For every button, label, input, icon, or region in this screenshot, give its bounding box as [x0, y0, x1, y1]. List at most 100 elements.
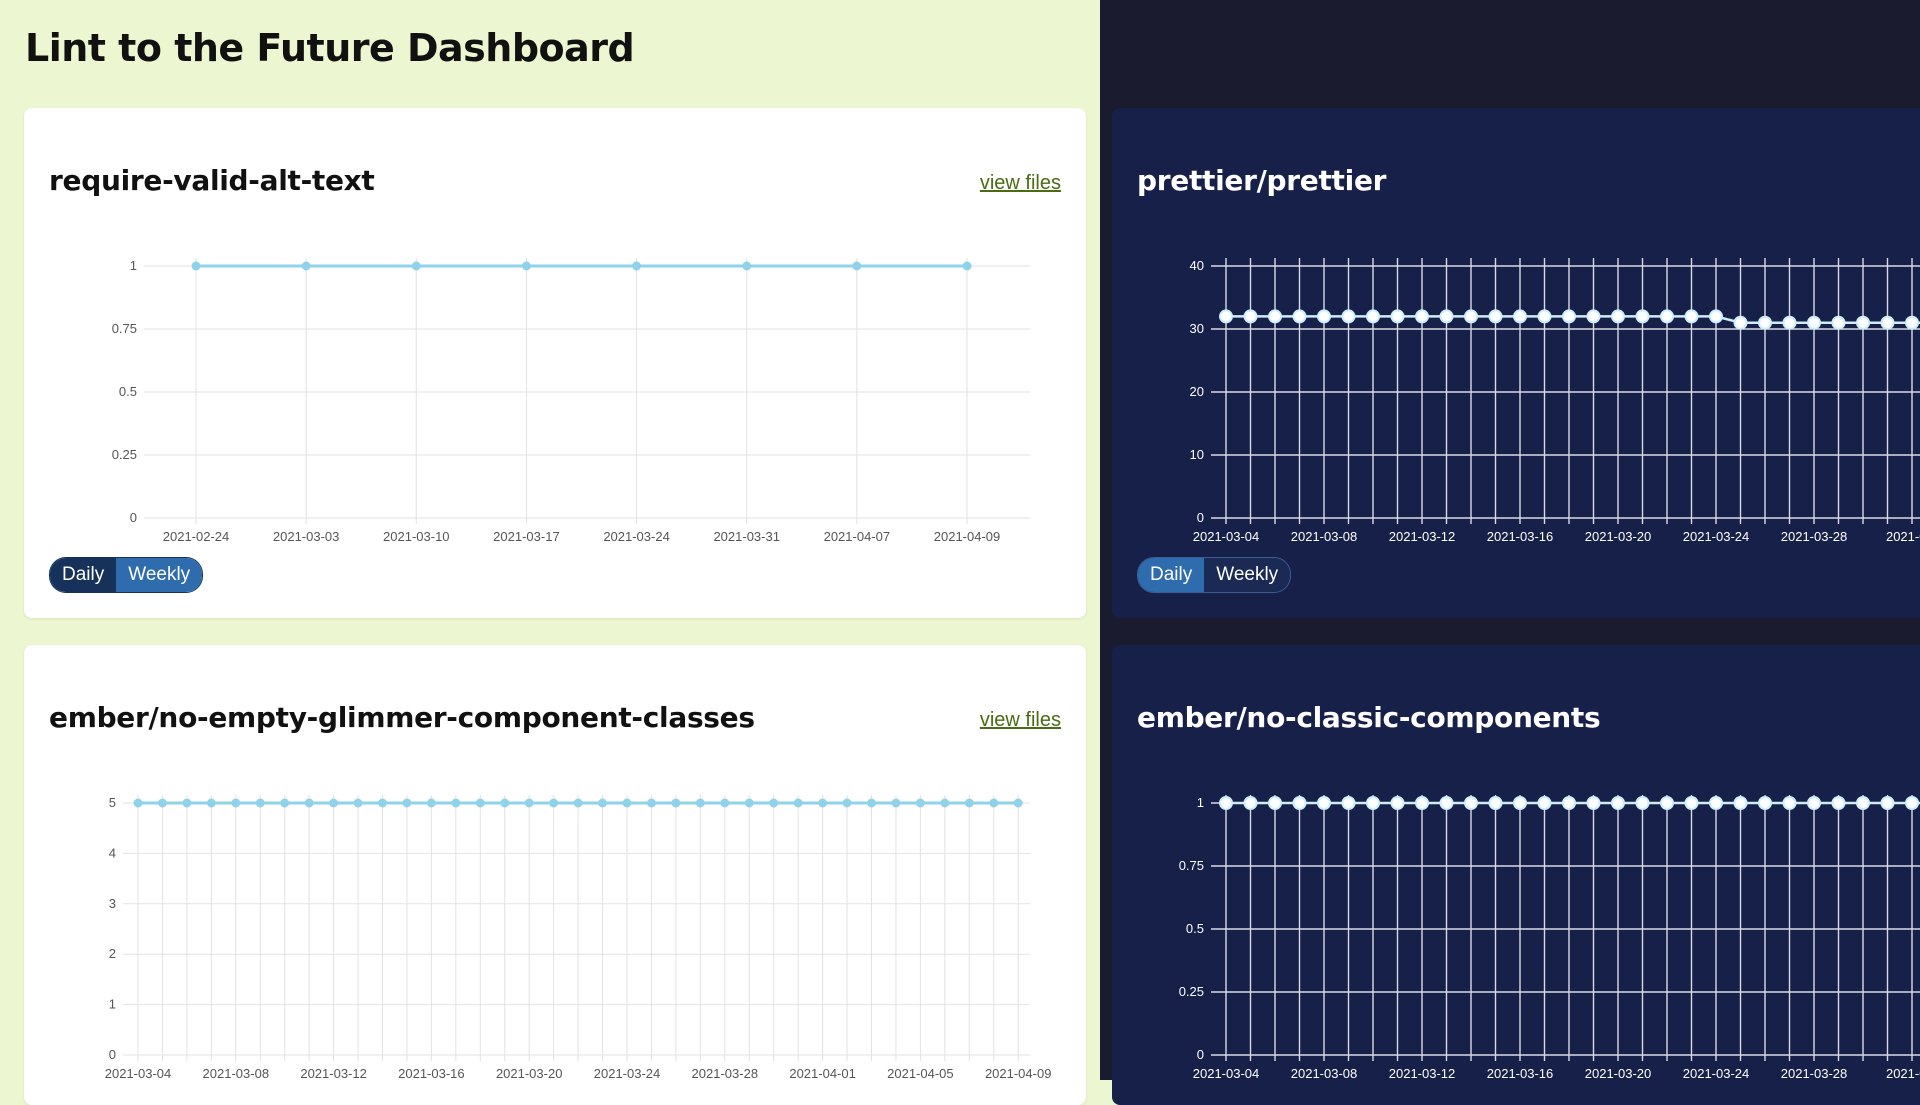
- x-tick-label: 2021-02-24: [163, 529, 230, 544]
- data-point: [191, 261, 201, 271]
- data-point: [1415, 309, 1429, 324]
- data-point: [133, 798, 143, 808]
- data-point: [1562, 309, 1576, 324]
- data-point: [280, 798, 290, 808]
- line-chart: 1 0.75 0.5 0.25 0 2021-03-04 2021-03-08 2021-03…: [1179, 795, 1920, 1081]
- y-tick-label: 5: [109, 795, 116, 810]
- page-title: Lint to the Future Dashboard: [25, 26, 635, 70]
- y-tick-label: 2: [109, 946, 116, 961]
- data-point: [598, 798, 608, 808]
- data-point: [402, 798, 412, 808]
- data-point: [1341, 309, 1356, 324]
- data-point: [842, 798, 852, 808]
- data-point: [475, 798, 485, 808]
- view-files-link[interactable]: view files: [979, 709, 1061, 731]
- x-tick-label: 2021-03-12: [1389, 1066, 1456, 1081]
- data-point: [1905, 796, 1919, 810]
- x-tick-label: 2021-04-01: [789, 1066, 856, 1081]
- x-tick-label: 2021-03-20: [1585, 529, 1652, 544]
- y-tick-label: 0.5: [1186, 921, 1204, 936]
- data-point: [1243, 309, 1258, 324]
- x-tick-label: 2021-03-04: [1193, 529, 1260, 544]
- data-point: [1537, 796, 1552, 810]
- data-point: [157, 798, 167, 808]
- y-tick-label: 0.75: [112, 321, 137, 336]
- data-point: [301, 261, 311, 271]
- line-chart: 40 30 20 10 0 2021-03-04 2021-03-08 2021-03-12 2…: [1190, 258, 1920, 544]
- data-point: [1513, 796, 1527, 810]
- card-ember-no-classic-components: ember/no-classic-components 1 0.75 0.5 0.25…: [1112, 645, 1920, 1105]
- data-point: [1488, 796, 1503, 810]
- data-point: [646, 798, 656, 808]
- x-tick-label: 2021-03-12: [300, 1066, 367, 1081]
- data-point: [1488, 309, 1503, 324]
- data-point: [769, 798, 779, 808]
- data-point: [632, 261, 642, 271]
- daily-button[interactable]: Daily: [50, 558, 117, 592]
- y-tick-label: 10: [1190, 447, 1204, 462]
- data-point: [1586, 796, 1601, 810]
- data-point: [411, 261, 421, 271]
- data-point: [1611, 309, 1625, 324]
- data-point: [378, 798, 387, 808]
- data-point: [1709, 309, 1723, 324]
- y-tick-label: 40: [1190, 258, 1204, 273]
- x-tick-label: 2021-03-08: [203, 1066, 270, 1081]
- y-tick-label: 0: [130, 510, 137, 525]
- card-prettier-prettier: prettier/prettier 40 30 20 10 0 2021-03-04 202…: [1112, 108, 1920, 618]
- granularity-toggle: Daily Weekly: [1137, 557, 1292, 593]
- data-point: [1709, 796, 1723, 810]
- data-point: [1733, 315, 1748, 330]
- data-point: [1268, 796, 1282, 810]
- view-files-link[interactable]: view files: [979, 172, 1061, 194]
- x-tick-label: 2021-03-24: [1683, 1066, 1750, 1081]
- x-tick-label: 2021-03-28: [1781, 1066, 1848, 1081]
- data-point: [521, 261, 531, 271]
- x-tick-label: 2021-03-24: [594, 1066, 661, 1081]
- y-tick-label: 0.25: [1179, 984, 1204, 999]
- x-tick-label: 2021-03-17: [493, 529, 560, 544]
- data-point: [1831, 315, 1846, 330]
- x-tick-label: 2021-03-03: [273, 529, 340, 544]
- data-point: [549, 798, 559, 808]
- x-tick-label: 2021-03-20: [1585, 1066, 1652, 1081]
- weekly-button[interactable]: Weekly: [1204, 558, 1291, 592]
- data-point: [1292, 309, 1307, 324]
- data-point: [1856, 315, 1870, 330]
- x-tick-label: 2021-03-16: [1487, 529, 1554, 544]
- data-point: [304, 798, 314, 808]
- daily-button[interactable]: Daily: [1138, 558, 1205, 592]
- data-point: [695, 798, 705, 808]
- data-point: [182, 798, 192, 808]
- data-point: [573, 798, 583, 808]
- x-tick-label: 2021-03-04: [105, 1066, 172, 1081]
- data-point: [622, 798, 632, 808]
- data-point: [206, 798, 216, 808]
- card-title: ember/no-empty-glimmer-component-classes: [49, 701, 755, 734]
- y-tick-label: 0: [109, 1047, 116, 1062]
- x-tick-label: 2021-03-24: [1683, 529, 1750, 544]
- data-point: [891, 798, 901, 808]
- data-point: [1464, 796, 1478, 810]
- y-tick-label: 1: [1197, 795, 1204, 810]
- data-point: [1317, 309, 1331, 324]
- data-point: [1537, 309, 1552, 324]
- x-tick-label: 2021-04-: [1886, 529, 1920, 544]
- y-tick-label: 0: [1197, 510, 1204, 525]
- data-point: [1586, 309, 1601, 324]
- data-point: [1439, 309, 1454, 324]
- data-point: [1782, 315, 1797, 330]
- data-point: [524, 798, 534, 808]
- x-tick-label: 2021-03-08: [1291, 1066, 1358, 1081]
- x-tick-label: 2021-03-12: [1389, 529, 1456, 544]
- data-point: [255, 798, 265, 808]
- data-point: [500, 798, 510, 808]
- card-title: prettier/prettier: [1137, 164, 1387, 197]
- weekly-button[interactable]: Weekly: [116, 558, 203, 592]
- data-point: [1341, 796, 1356, 810]
- y-tick-label: 20: [1190, 384, 1204, 399]
- y-tick-label: 0.75: [1179, 858, 1204, 873]
- x-tick-label: 2021-03-24: [603, 529, 670, 544]
- x-tick-label: 2021-03-20: [496, 1066, 563, 1081]
- data-point: [940, 798, 950, 808]
